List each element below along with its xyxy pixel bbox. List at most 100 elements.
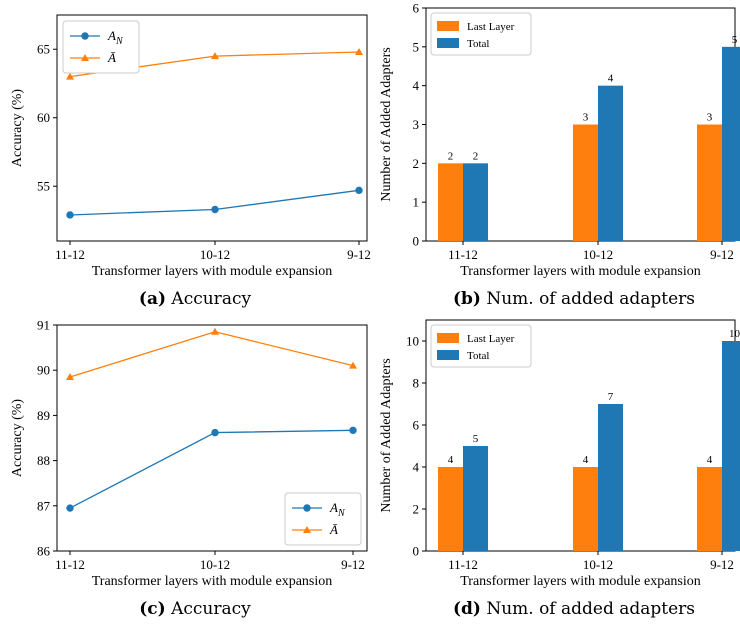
y-axis-label: Number of Added Adapters [379,47,394,201]
bar-value-label: 4 [707,454,713,466]
x-tick-label: 10-12 [583,247,613,262]
caption-label: (b) [453,289,481,309]
bar-value-label: 2 [473,150,479,162]
data-point [349,426,357,435]
y-tick-label: 87 [37,498,51,513]
bar-value-label: 5 [473,433,479,445]
bar-value-label: 4 [583,454,589,466]
data-point [66,504,74,512]
panel-c-accuracy: 86 87 88 89 90 91 11-12 10-12 9-12 Transformer la… [10,318,368,619]
x-tick-label: 10-12 [583,557,613,572]
bar-value-label: 7 [608,391,614,403]
series-line [69,331,354,378]
bar-value-label: 3 [583,112,589,124]
legend-label: Total [467,350,489,362]
legend: Last Layer Total [430,324,532,368]
legend-label: AN [107,28,124,47]
legend-marker [81,54,89,61]
plot-frame [56,14,368,242]
y-tick-label: 2 [413,156,420,171]
bar [573,467,598,551]
caption-text: Num. of added adapters [481,599,695,619]
bar-value-label: 10 [729,328,740,340]
y-tick-label: 4 [413,460,420,475]
x-tick-label: 9-12 [347,247,371,262]
y-tick-label: 91 [37,318,50,333]
y-tick-label: 65 [37,42,50,57]
data-point [355,47,363,55]
y-tick-label: 3 [413,117,420,132]
data-point [66,72,74,80]
bar [438,467,463,551]
bar-value-label: 3 [707,112,713,124]
y-axis-label: Number of Added Adapters [379,358,394,512]
bar [573,124,598,241]
data-point [211,205,219,214]
data-point [66,372,74,380]
bar [722,46,740,242]
subfigure-caption: (b) Num. of added adapters [453,289,695,309]
y-tick-label: 0 [413,544,420,559]
y-axis-label: Accuracy (%) [10,399,25,477]
y-tick-label: 89 [37,408,50,423]
x-tick-label: 9-12 [341,557,365,572]
legend-swatch [437,21,459,31]
bar-value-label: 5 [732,34,738,46]
caption-label: (d) [453,599,481,619]
panel-a-accuracy: 55 60 65 11-12 10-12 9-12 Transformer layers w… [10,14,371,309]
legend-swatch [437,350,459,360]
bar [722,341,740,551]
bar [697,124,722,241]
x-tick-label: 9-12 [710,247,734,262]
x-axis-label: Transformer layers with module expansion [92,574,333,589]
y-tick-label: 88 [37,453,50,468]
bar [598,404,623,551]
legend-swatch [437,333,459,343]
data-point [211,52,219,60]
y-tick-label: 4 [413,78,420,93]
x-tick-label: 11-12 [55,557,85,572]
y-tick-label: 86 [37,544,51,559]
plot-frame [56,324,368,552]
subfigure-caption: (a) Accuracy [139,289,252,309]
x-tick-label: 9-12 [710,557,734,572]
data-point [66,211,74,219]
y-tick-label: 5 [413,39,420,54]
legend: AN Ā [62,20,140,74]
bar-value-label: 4 [608,73,614,85]
y-axis-label: Accuracy (%) [10,89,25,167]
x-axis-label: Transformer layers with module expansion [460,264,701,279]
y-tick-label: 60 [37,110,50,125]
legend-label: AN [329,500,346,519]
bar-value-label: 4 [448,454,454,466]
subfigure-caption: (c) Accuracy [139,599,251,619]
caption-text: Num. of added adapters [481,289,695,309]
y-tick-label: 1 [413,195,420,210]
y-tick-label: 2 [413,502,420,517]
data-point [211,428,219,437]
data-point [349,361,357,369]
legend-label: Last Layer [467,333,515,345]
legend-label: Ā [329,522,338,537]
legend-box [284,492,362,546]
y-tick-label: 6 [413,418,420,433]
caption-text: Accuracy [166,599,251,619]
x-tick-label: 11-12 [448,557,478,572]
y-tick-label: 10 [406,334,419,349]
legend: Last Layer Total [430,12,532,56]
bar [598,85,623,242]
y-tick-label: 6 [413,1,420,16]
y-tick-label: 55 [37,179,50,194]
y-tick-label: 8 [413,376,420,391]
legend-marker [303,504,311,512]
bar [438,163,463,241]
legend-label: Ā [107,50,116,65]
x-axis-label: Transformer layers with module expansion [460,574,701,589]
y-tick-label: 0 [413,234,420,249]
data-point [211,327,219,335]
panel-b-added-adapters: 0 1 2 3 4 5 6 11-12 10-12 9-12 Transformer layers … [379,1,740,309]
legend-label: Total [467,38,489,50]
data-point [355,186,363,195]
x-tick-label: 11-12 [55,247,85,262]
